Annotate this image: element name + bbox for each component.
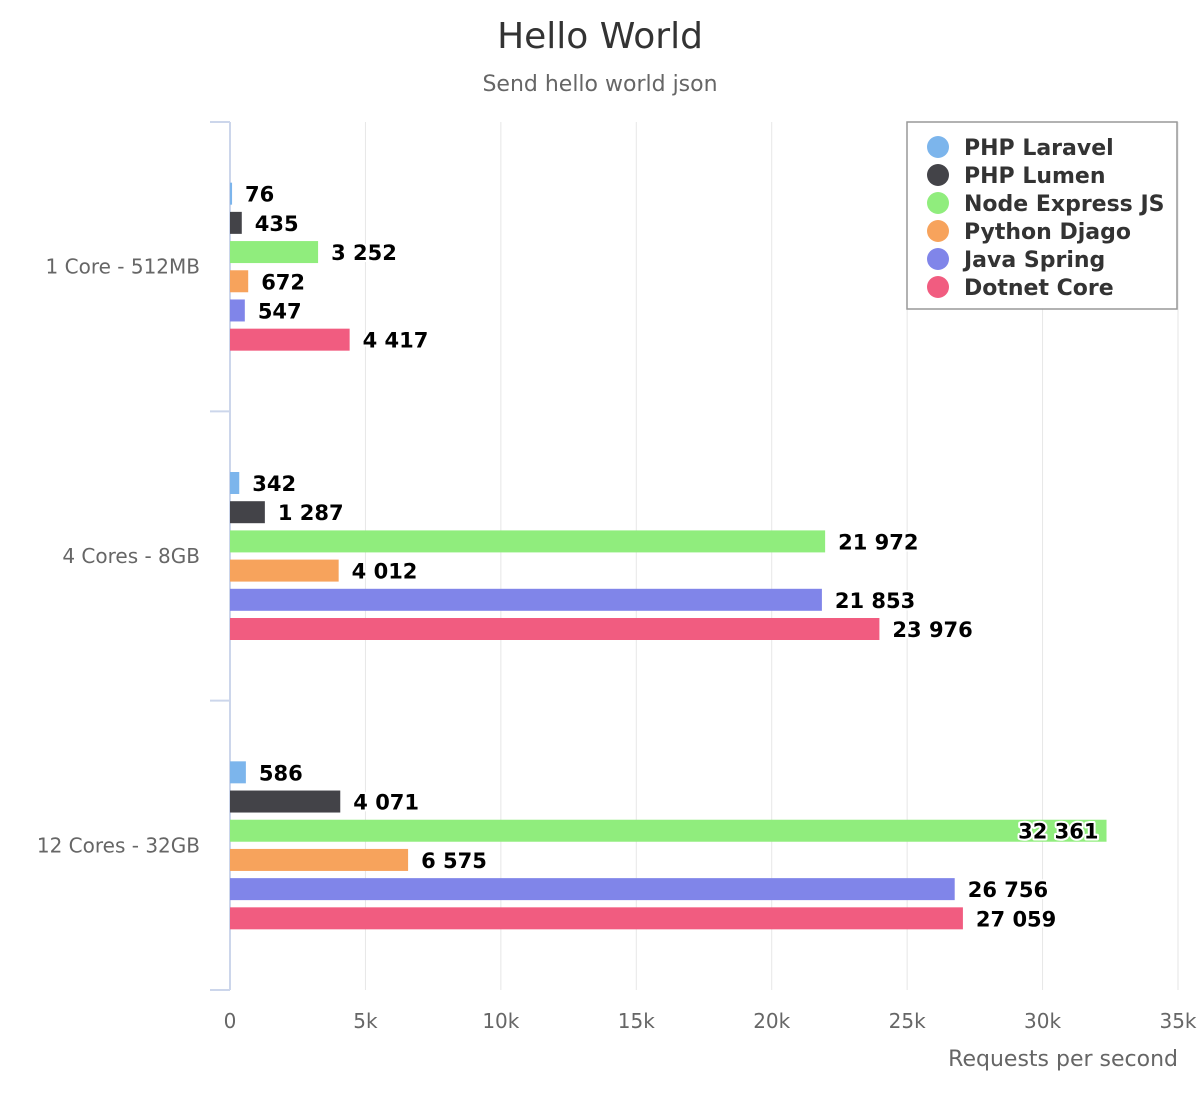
data-label: 1 287: [278, 501, 344, 525]
bar[interactable]: [230, 761, 246, 784]
data-label: 4 417: [363, 329, 429, 353]
category-label: 1 Core - 512MB: [46, 255, 200, 279]
data-label: 27 059: [976, 907, 1056, 931]
data-label: 21 853: [835, 589, 915, 613]
bar[interactable]: [230, 790, 341, 813]
bar[interactable]: [230, 241, 319, 264]
chart-title: Hello World: [497, 16, 703, 57]
legend-item[interactable]: PHP Laravel: [964, 136, 1114, 161]
data-label: 32 361: [1018, 820, 1098, 844]
legend-marker[interactable]: [927, 164, 949, 186]
data-label: 547: [258, 299, 302, 323]
x-tick-label: 35k: [1159, 1009, 1196, 1033]
legend-item[interactable]: Node Express JS: [964, 192, 1164, 217]
x-tick-label: 15k: [618, 1009, 655, 1033]
bar[interactable]: [230, 907, 963, 930]
bar[interactable]: [230, 819, 1107, 842]
bar[interactable]: [230, 211, 242, 234]
legend-marker[interactable]: [927, 220, 949, 242]
category-label: 12 Cores - 32GB: [37, 833, 200, 857]
bar[interactable]: [230, 472, 240, 494]
legend-marker[interactable]: [927, 136, 949, 158]
x-tick-label: 5k: [353, 1009, 378, 1033]
data-label: 76: [245, 183, 274, 207]
bar[interactable]: [230, 588, 822, 611]
data-label: 4 071: [353, 791, 419, 815]
legend-item[interactable]: PHP Lumen: [964, 164, 1106, 189]
bar[interactable]: [230, 299, 245, 322]
bar[interactable]: [230, 618, 880, 640]
data-label: 6 575: [421, 849, 487, 873]
x-tick-label: 20k: [753, 1009, 790, 1033]
legend-marker[interactable]: [927, 248, 949, 270]
legend[interactable]: PHP Laravel PHP Lumen Node Express JS Pytho…: [906, 121, 1178, 310]
data-label: 3 252: [331, 241, 397, 265]
data-label: 342: [252, 472, 296, 496]
legend-item[interactable]: Python Djago: [964, 220, 1131, 245]
data-labels: 76 435 3 252 672 547 4 417 342 1 287 21 972 4 012…: [243, 181, 1100, 934]
legend-box: [906, 121, 1178, 310]
data-label: 21 972: [838, 530, 918, 554]
data-label: 23 976: [892, 618, 972, 642]
legend-item[interactable]: Dotnet Core: [964, 276, 1114, 301]
x-tick-label: 30k: [1024, 1009, 1061, 1033]
data-label: 435: [255, 212, 299, 236]
data-label: 26 756: [968, 878, 1048, 902]
legend-marker[interactable]: [927, 192, 949, 214]
bar[interactable]: [230, 559, 339, 582]
bar[interactable]: [230, 530, 826, 553]
bar[interactable]: [230, 270, 249, 293]
x-tick-label: 0: [224, 1009, 237, 1033]
chart-subtitle: Send hello world json: [482, 72, 717, 97]
axes: 0 5k 10k 15k 20k 25k 30k 35k 1 Core - 512MB 4 Cor…: [37, 121, 1197, 1033]
data-label: 4 012: [352, 560, 418, 584]
bar[interactable]: [230, 848, 409, 871]
bar[interactable]: [230, 501, 265, 524]
x-axis-title: Requests per second: [948, 1047, 1178, 1072]
data-label: 672: [261, 270, 305, 294]
legend-item[interactable]: Java Spring: [962, 248, 1105, 273]
category-label: 4 Cores - 8GB: [62, 544, 200, 568]
bar[interactable]: [230, 182, 233, 205]
bars: [230, 182, 1107, 930]
bar[interactable]: [230, 328, 350, 351]
x-tick-label: 25k: [889, 1009, 926, 1033]
x-tick-label: 10k: [482, 1009, 519, 1033]
legend-marker[interactable]: [927, 276, 949, 298]
data-label: 586: [259, 761, 303, 785]
bar[interactable]: [230, 878, 955, 901]
